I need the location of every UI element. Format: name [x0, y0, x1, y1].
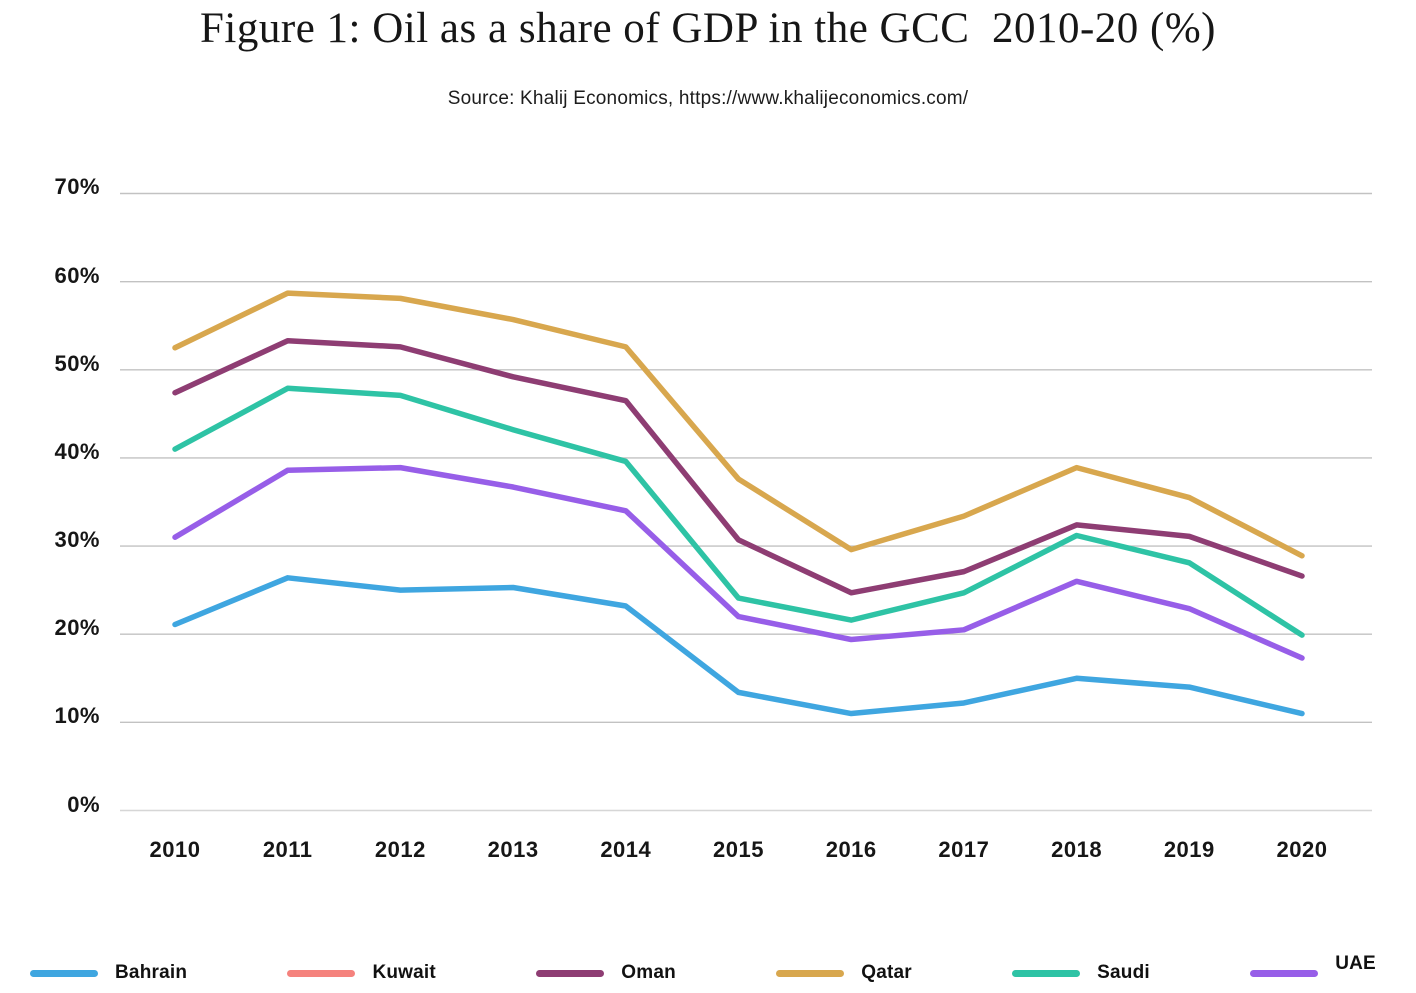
legend-label: Bahrain: [115, 962, 188, 983]
legend-swatch-qatar: [776, 969, 845, 977]
legend-label: Qatar: [861, 962, 912, 983]
legend-swatch-kuwait: [287, 969, 356, 977]
legend-item-oman[interactable]: Oman: [536, 962, 676, 984]
legend-swatch-uae: [1250, 969, 1319, 977]
legend-swatch-saudi: [1012, 969, 1081, 977]
x-axis-tick-label: 2020: [1276, 837, 1328, 862]
x-axis-tick-label: 2013: [487, 837, 539, 862]
y-axis-tick-label: 10%: [54, 703, 100, 729]
y-axis-tick-label: 40%: [54, 438, 100, 464]
legend-label: Oman: [621, 962, 676, 983]
line-oman: [172, 337, 1305, 596]
y-axis-tick-label: 70%: [54, 174, 100, 200]
line-uae: [172, 464, 1305, 661]
legend-label: Kuwait: [372, 962, 436, 983]
x-axis-tick-label: 2011: [262, 837, 313, 862]
y-axis-tick-label: 0%: [67, 791, 100, 817]
legend-item-qatar[interactable]: Qatar: [776, 962, 912, 984]
legend-label: Saudi: [1097, 962, 1150, 983]
y-axis-tick-label: 20%: [54, 615, 100, 641]
x-axis-tick-label: 2010: [149, 837, 201, 862]
x-axis-tick-label: 2017: [938, 837, 990, 862]
x-axis-tick-label: 2015: [713, 837, 764, 862]
line-qatar: [172, 290, 1305, 559]
legend-item-kuwait[interactable]: Kuwait: [287, 962, 436, 984]
legend-swatch-bahrain: [30, 969, 98, 977]
chart-title: Figure 1: Oil as a share of GDP in the G…: [200, 5, 1216, 52]
y-axis-tick-label: 50%: [54, 350, 100, 376]
legend-item-uae[interactable]: UAE: [1250, 953, 1376, 984]
x-axis-tick-label: 2019: [1163, 837, 1215, 862]
y-axis-tick-label: 60%: [54, 262, 100, 288]
legend-swatch-oman: [536, 969, 605, 977]
chart-legend: Bahrain Kuwait Oman Qatar Saudi UAE: [0, 953, 1416, 992]
x-axis-tick-label: 2016: [825, 837, 877, 862]
legend-item-saudi[interactable]: Saudi: [1012, 962, 1150, 984]
legend-item-bahrain[interactable]: Bahrain: [30, 962, 187, 984]
y-axis-tick-label: 30%: [54, 527, 100, 553]
chart-source: Source: Khalij Economics, https://www.kh…: [447, 88, 969, 109]
legend-label: UAE: [1335, 953, 1376, 974]
x-axis-tick-label: 2014: [600, 837, 652, 862]
line-bahrain: [172, 575, 1305, 717]
x-axis-tick-label: 2018: [1051, 837, 1103, 862]
line-saudi: [172, 385, 1305, 638]
x-axis-tick-label: 2012: [374, 837, 426, 862]
